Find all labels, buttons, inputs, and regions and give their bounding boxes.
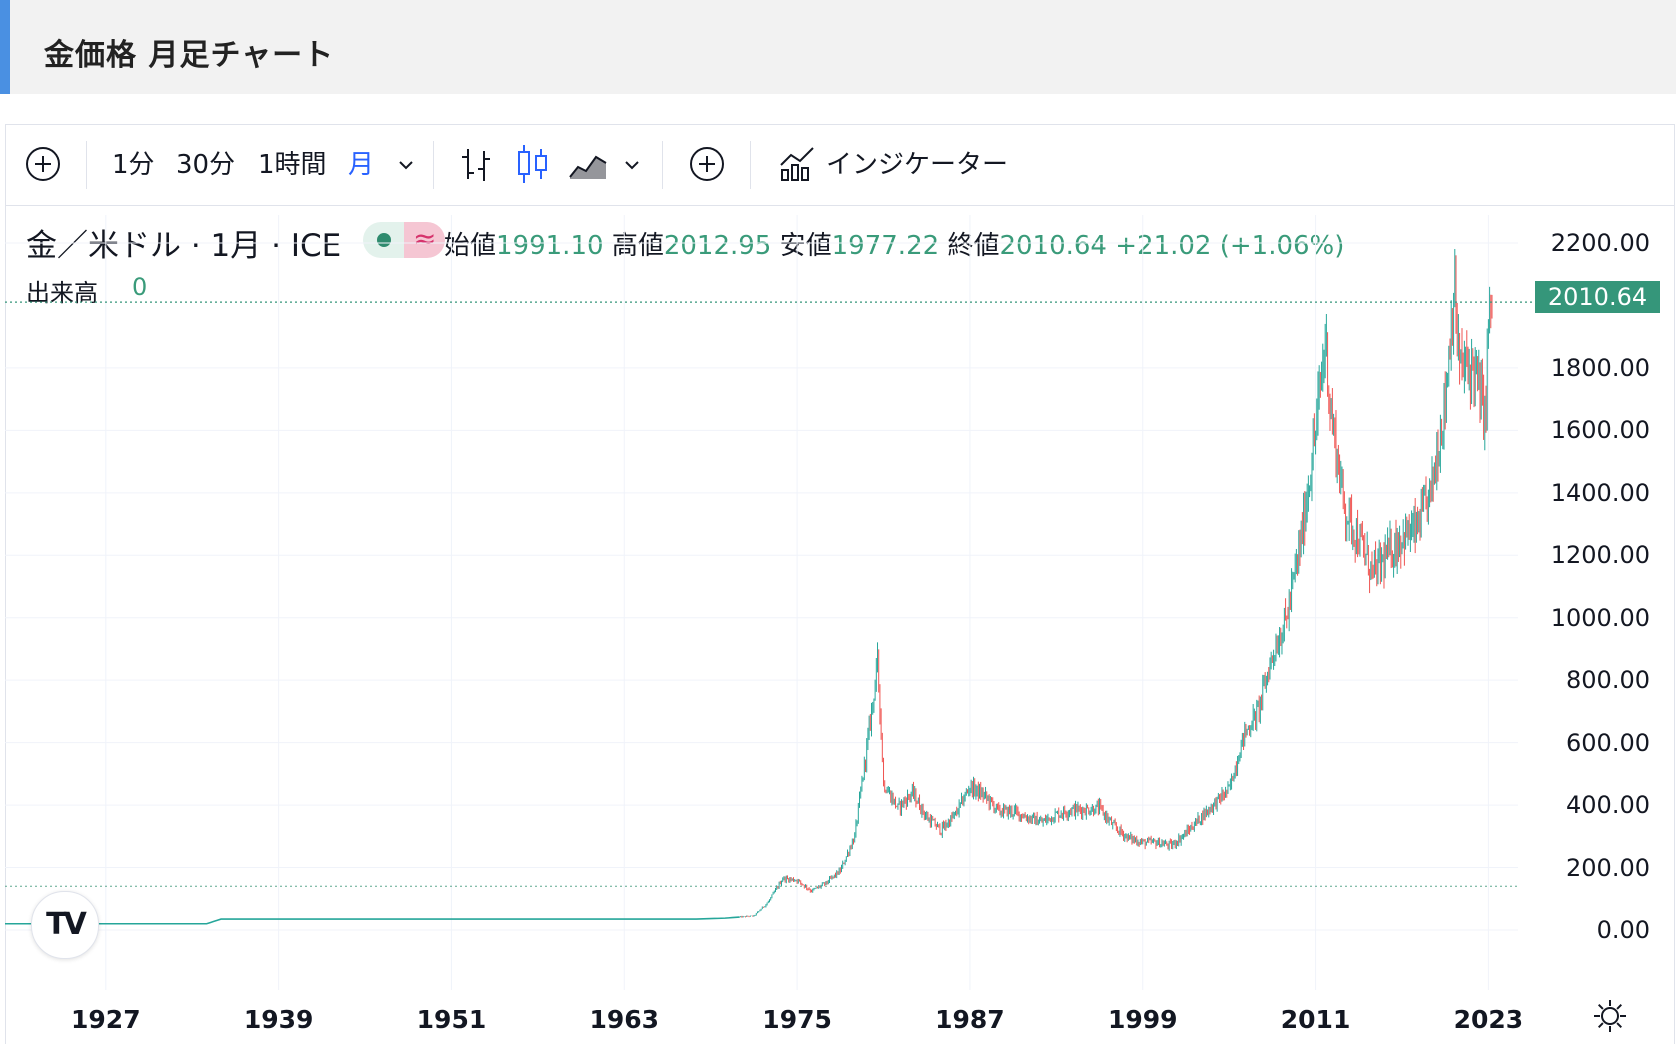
year-tick-label: 1987 [935, 1005, 1005, 1034]
volume-value: 0 [132, 273, 148, 301]
price-tick-label: 1000.00 [1550, 603, 1650, 632]
approx-icon: ≈ [413, 222, 437, 255]
chart-widget: 1分 30分 1時間 月 [5, 124, 1675, 1044]
price-tick-label: 600.00 [1566, 728, 1650, 757]
market-status-pill[interactable]: ≈ [363, 222, 445, 258]
close-value: 2010.64 [999, 231, 1107, 261]
price-line-early [5, 916, 740, 925]
interval-month-button[interactable]: 月 [348, 150, 375, 180]
indicators-icon[interactable] [778, 143, 818, 183]
low-label: 安値 [779, 231, 832, 261]
toolbar-separator [750, 141, 751, 189]
settings-gear-icon[interactable] [1592, 998, 1628, 1034]
price-tick-label: 2200.00 [1550, 229, 1650, 257]
bar-style-icon[interactable] [458, 145, 494, 185]
year-tick-label: 2011 [1280, 1005, 1351, 1034]
interval-1m-button[interactable]: 1分 [112, 150, 155, 180]
page-header: 金価格 月足チャート [0, 0, 1676, 94]
candles [738, 249, 1493, 918]
price-tick-label: 800.00 [1566, 666, 1650, 695]
chevron-down-icon[interactable] [396, 155, 416, 175]
price-tick-label: 200.00 [1566, 853, 1650, 882]
area-style-icon[interactable] [568, 147, 608, 183]
high-value: 2012.95 [663, 231, 772, 261]
compare-add-icon[interactable] [688, 145, 726, 183]
toolbar-separator [86, 141, 87, 189]
last-price-badge: 2010.64 [1535, 281, 1660, 313]
ohlc-readout: 始値1991.10 高値2012.95 安値1977.22 終値2010.64 … [444, 225, 1344, 262]
price-tick-label: 1200.00 [1550, 541, 1650, 570]
toolbar-separator [433, 141, 434, 189]
year-tick-label: 1975 [762, 1005, 832, 1034]
page-title: 金価格 月足チャート [44, 38, 335, 73]
year-tick-label: 1939 [243, 1005, 314, 1034]
chevron-down-icon[interactable] [622, 155, 642, 175]
low-value: 1977.22 [831, 231, 940, 261]
price-tick-label: 400.00 [1566, 791, 1650, 820]
change-value: +21.02 (+1.06%) [1115, 231, 1345, 261]
toolbar-separator [662, 141, 663, 189]
price-tick-label: 0.00 [1596, 916, 1650, 944]
candle-style-icon[interactable] [514, 143, 550, 185]
symbol-title[interactable]: 金／米ドル · 1月 · ICE [26, 228, 342, 264]
tv-logo-icon: TV [46, 907, 87, 942]
year-tick-label: 1927 [71, 1005, 141, 1034]
year-tick-label: 1951 [416, 1005, 487, 1034]
year-tick-label: 2023 [1453, 1005, 1524, 1034]
interval-1h-button[interactable]: 1時間 [258, 150, 327, 180]
add-symbol-icon[interactable] [24, 145, 62, 183]
header-accent-bar [0, 0, 10, 94]
chart-toolbar: 1分 30分 1時間 月 [6, 125, 1674, 206]
open-value: 1991.10 [496, 231, 604, 261]
tradingview-logo[interactable]: TV [31, 891, 99, 959]
price-tick-label: 1600.00 [1550, 416, 1650, 445]
year-tick-label: 1963 [589, 1005, 660, 1034]
year-tick-label: 1999 [1107, 1005, 1178, 1034]
interval-30m-button[interactable]: 30分 [176, 150, 236, 180]
price-tick-label: 1800.00 [1550, 353, 1650, 382]
open-label: 始値 [444, 231, 497, 261]
close-label: 終値 [947, 231, 1000, 261]
high-label: 高値 [611, 231, 664, 261]
price-tick-label: 1400.00 [1550, 478, 1650, 507]
indicators-button[interactable]: インジケーター [826, 150, 1009, 180]
